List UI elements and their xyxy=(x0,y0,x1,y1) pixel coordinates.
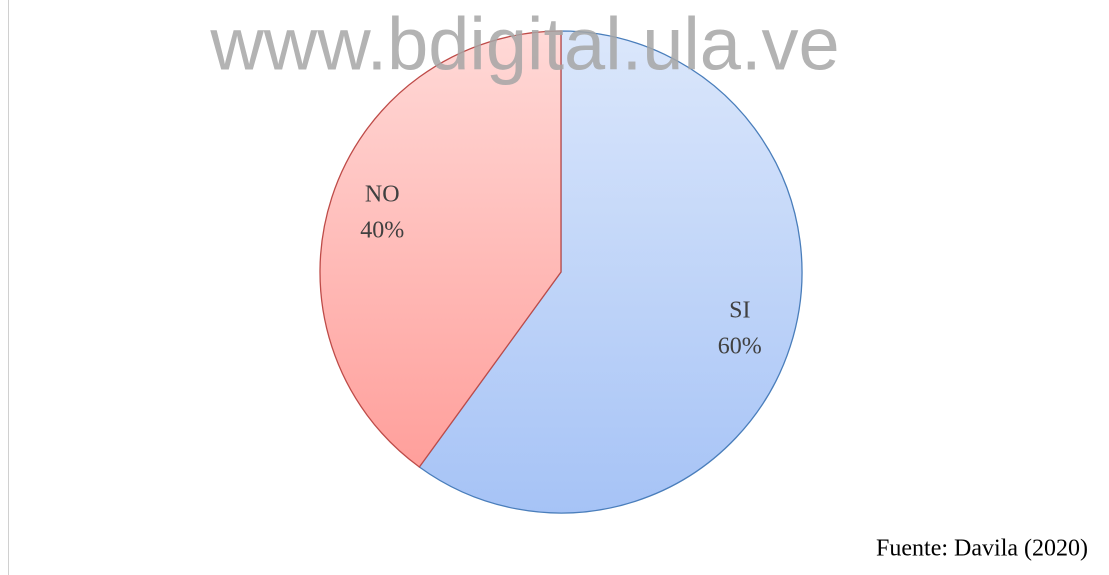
pie-slice xyxy=(319,30,562,468)
value-label: 60% xyxy=(718,334,762,360)
category-label: NO xyxy=(365,181,400,207)
category-label: SI xyxy=(729,298,750,324)
labels: SI 60% NO 40% xyxy=(360,181,762,359)
value-label: 40% xyxy=(360,217,404,243)
watermark: www.bdigital.ula.ve xyxy=(209,3,839,86)
pie xyxy=(319,30,803,514)
pie-slice xyxy=(418,30,803,514)
source-note: Fuente: Davila (2020) xyxy=(876,536,1088,562)
